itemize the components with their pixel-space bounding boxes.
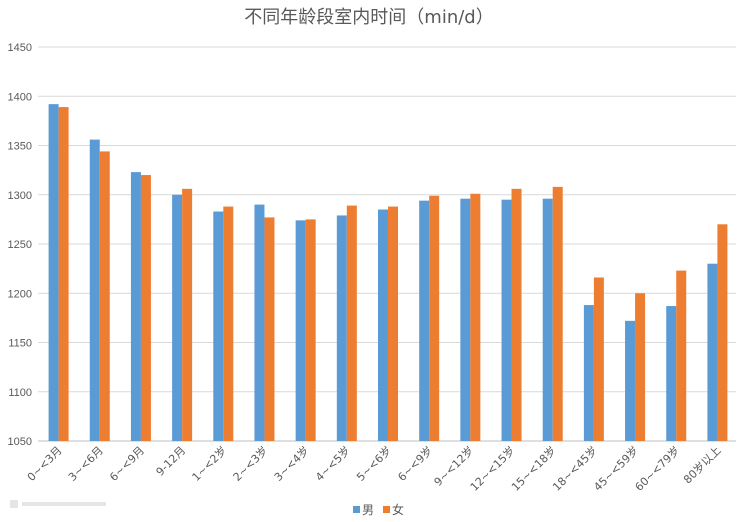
bar-female [140,175,151,442]
x-tick-label: 60~<79岁 [632,443,683,494]
x-tick-label: 2~<3岁 [230,443,271,484]
legend: 男女 [353,502,404,517]
x-tick-label: 3~<4岁 [271,443,312,484]
bar-male [89,139,100,441]
y-axis-tick-labels: 1050 1100 1150 1200 1250 1300 1350 1400 1450 [8,42,32,448]
bar-female [717,224,728,441]
bar-male [583,305,594,441]
legend-swatch [383,506,390,513]
x-tick-label: 1~<2岁 [189,443,230,484]
legend-label: 男 [362,503,374,517]
bar-male [130,172,141,441]
x-tick-label: 9-12月 [154,444,189,479]
bar-female [264,217,275,441]
bar-male [666,306,677,441]
bar-male [707,263,718,441]
legend-swatch [353,506,360,513]
bar-male [295,220,306,441]
y-tick-label: 1350 [8,141,32,153]
bar-male [460,198,471,441]
y-tick-label: 1300 [8,190,32,202]
bar-female [511,188,522,441]
y-tick-label: 1450 [8,42,32,54]
x-axis-tick-labels: 0~<3月 3~<6月 6~<9月 9-12月 1~<2岁 2~<3岁 3~<4岁 4~<5岁… [25,443,724,494]
x-tick-label: 5~<6岁 [354,443,395,484]
y-tick-label: 1050 [8,436,32,448]
bar-female [676,270,687,441]
x-tick-label: 80岁以上 [680,443,723,486]
x-tick-label: 3~<6月 [66,444,106,484]
x-tick-label: 6~<9岁 [395,443,436,484]
chart-title: 不同年龄段室内时间（min/d） [244,7,493,28]
bar-female [346,205,357,441]
bar-male [213,211,224,441]
watermark-logo [10,500,106,508]
bar-male [336,215,347,441]
bar-female [552,186,563,441]
bar-female [388,206,398,441]
x-tick-label: 0~<3月 [25,444,65,484]
bar-male [542,198,553,441]
bars [48,104,728,442]
bar-female [99,151,110,441]
y-tick-label: 1200 [8,288,32,300]
bar-female [58,107,69,441]
bar-male [172,194,183,441]
y-tick-label: 1400 [8,91,32,103]
bar-female [429,195,440,441]
bar-female [182,188,193,441]
x-tick-label: 4~<5岁 [312,443,353,484]
y-tick-label: 1100 [8,387,32,399]
x-tick-label: 6~<9月 [107,444,147,484]
y-tick-label: 1250 [8,239,32,251]
bar-female [593,277,604,441]
bar-male [625,320,636,441]
bar-female [470,193,481,441]
legend-label: 女 [392,502,404,517]
bar-female [223,206,234,441]
bar-male [378,209,388,441]
bar-female [635,293,646,441]
y-tick-label: 1150 [8,338,32,350]
bar-male [48,104,59,441]
bar-male [419,200,430,441]
bar-male [501,199,512,441]
bar-female [305,219,316,442]
bar-male [254,204,265,441]
